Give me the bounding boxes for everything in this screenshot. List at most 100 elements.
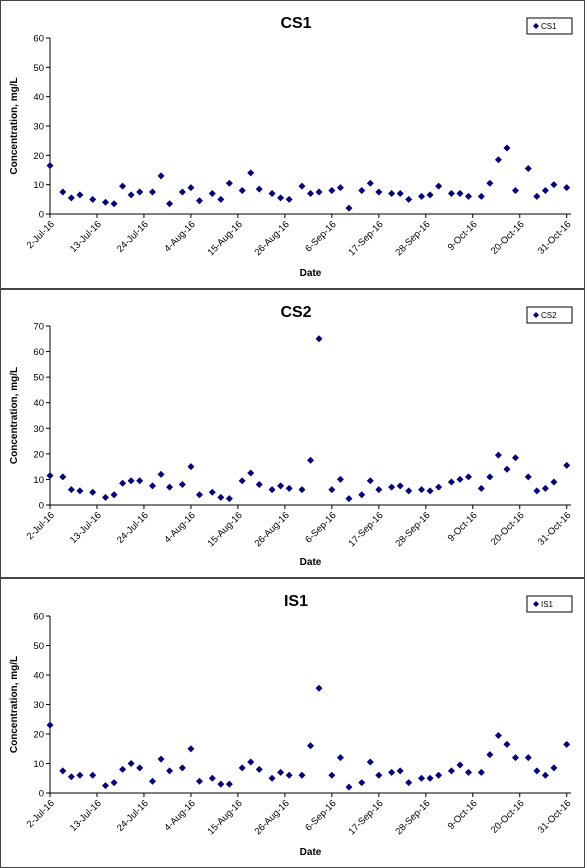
x-tick-label: 31-Oct-16 (536, 798, 574, 836)
data-point (396, 189, 404, 197)
data-point (136, 477, 144, 485)
x-tick-label: 6-Sep-16 (303, 510, 338, 545)
data-point (511, 454, 519, 462)
data-point (541, 771, 549, 779)
data-point (426, 774, 434, 782)
data-point (285, 195, 293, 203)
data-point (298, 486, 306, 494)
chart-panel-is1: IS1 0 10 20 30 40 50 60 2-Jul-16 13-Jul-16 24-Jul-… (0, 578, 585, 868)
x-tick-label: 28-Sep-16 (393, 219, 432, 258)
data-point (366, 758, 374, 766)
x-tick-label: 13-Jul-16 (68, 798, 104, 834)
data-point (307, 742, 314, 750)
y-tick-label: 50 (33, 373, 44, 384)
data-point (76, 191, 84, 199)
data-point (511, 187, 519, 195)
x-tick-label: 28-Sep-16 (393, 798, 432, 837)
x-tick-label: 28-Sep-16 (393, 510, 432, 549)
data-point (217, 195, 225, 203)
data-point (477, 484, 485, 492)
data-point (238, 187, 246, 195)
data-point (533, 767, 541, 775)
data-point (89, 488, 97, 496)
data-point (477, 192, 485, 200)
y-tick-label: 60 (33, 34, 44, 45)
data-point (563, 461, 571, 469)
x-tick-label: 9-Oct-16 (446, 798, 480, 832)
data-point (494, 156, 502, 164)
data-point (563, 740, 571, 748)
data-point (388, 189, 396, 197)
x-tick-label: 6-Sep-16 (303, 219, 338, 254)
data-point (238, 764, 246, 772)
data-point (247, 469, 255, 477)
x-tick-label: 26-Aug-16 (253, 510, 292, 549)
data-point (59, 767, 67, 775)
x-tick-label: 4-Aug-16 (162, 798, 197, 833)
legend-marker (533, 601, 539, 607)
data-point (127, 477, 135, 485)
data-point (494, 731, 502, 739)
data-point (255, 765, 263, 773)
data-point (533, 192, 541, 200)
data-point (76, 771, 84, 779)
data-point (187, 463, 195, 471)
data-point (447, 189, 455, 197)
y-tick-label: 10 (33, 180, 44, 191)
data-point (375, 771, 383, 779)
data-point (494, 451, 502, 459)
data-point (456, 189, 464, 197)
data-point (119, 765, 127, 773)
data-point (268, 774, 276, 782)
data-point (541, 484, 549, 492)
x-tick-label: 4-Aug-16 (162, 219, 197, 254)
data-point (418, 486, 426, 494)
x-tick-label: 31-Oct-16 (536, 510, 574, 548)
x-tick-label: 6-Sep-16 (303, 798, 338, 833)
x-tick-label: 2-Jul-16 (25, 510, 57, 542)
data-point (110, 779, 118, 787)
y-tick-label: 60 (33, 612, 44, 623)
y-tick-label: 40 (33, 398, 44, 409)
data-point (388, 768, 396, 776)
y-tick-label: 20 (33, 151, 44, 162)
data-point (148, 188, 156, 196)
data-point (465, 473, 473, 481)
data-point (268, 189, 276, 197)
x-tick-label: 17-Sep-16 (346, 510, 385, 549)
data-point (89, 771, 97, 779)
data-point (225, 179, 233, 187)
legend-marker (533, 312, 539, 318)
x-tick-label: 15-Aug-16 (206, 510, 245, 549)
x-tick-label: 24-Jul-16 (115, 219, 151, 255)
data-point (76, 487, 84, 495)
data-point (388, 483, 396, 491)
chart-panel-cs2: CS2 0 10 20 30 40 50 60 70 2-Jul-16 13-Jul-16 24-Ju… (0, 289, 585, 578)
data-point (315, 335, 323, 343)
data-point (148, 482, 156, 490)
data-point (358, 491, 366, 499)
x-tick-label: 9-Oct-16 (446, 510, 480, 544)
data-point (447, 478, 455, 486)
data-point (541, 187, 549, 195)
data-point (298, 771, 306, 779)
y-tick-label: 40 (33, 92, 44, 103)
data-point (46, 721, 54, 729)
y-tick-label: 30 (33, 122, 44, 133)
data-point (358, 187, 366, 195)
data-point (255, 185, 263, 193)
y-tick-label: 0 (39, 789, 44, 800)
data-point (405, 487, 413, 495)
data-point (102, 493, 110, 501)
y-tick-label: 0 (39, 501, 44, 512)
chart-panel-cs1: CS1 0 10 20 30 40 50 60 2-Jul-16 13-Jul-16 24-Jul-… (0, 0, 585, 289)
data-point (195, 491, 203, 499)
data-point (477, 768, 485, 776)
data-point (285, 771, 293, 779)
x-tick-label: 15-Aug-16 (206, 798, 245, 837)
data-point (307, 189, 314, 197)
data-point (503, 144, 511, 152)
chart-cs1: CS1 0 10 20 30 40 50 60 2-Jul-16 13-Jul-16 24-Jul-… (9, 15, 574, 279)
data-point (225, 780, 233, 788)
x-axis-label: Date (300, 557, 322, 568)
